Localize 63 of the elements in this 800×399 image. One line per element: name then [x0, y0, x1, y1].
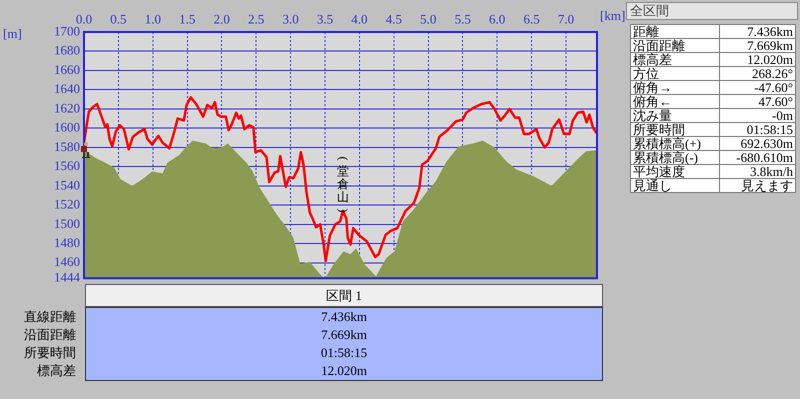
text: 方位	[630, 66, 720, 81]
y-tick-label: 1600	[54, 120, 80, 135]
text: 01:58:15	[320, 344, 368, 362]
text: -47.60°	[720, 80, 796, 95]
text: 全区間	[626, 2, 798, 20]
y-tick-label: 1680	[54, 42, 80, 58]
x-tick-label: 6.0	[489, 12, 506, 27]
y-tick-label: 1500	[54, 216, 80, 231]
x-tick-label: 3.0	[282, 12, 299, 27]
x-tick-label: 3.5	[316, 12, 334, 27]
text: -680.610m	[720, 150, 796, 165]
text: 標高差	[37, 362, 76, 380]
text: 標高差	[630, 52, 720, 67]
text: 俯角→	[630, 80, 720, 95]
y-tick-label: 1540	[54, 177, 80, 192]
text: 7.669km	[320, 326, 368, 344]
text: 7.436km	[320, 308, 368, 326]
text: 12.020m	[720, 52, 796, 67]
text: 7.436km	[720, 24, 796, 39]
text: 所要時間	[24, 344, 76, 362]
y-tick-label: 1444	[54, 270, 80, 285]
x-tick-label: 0.5	[110, 12, 127, 27]
text: 累積標高(+)	[630, 136, 720, 151]
text: -0m	[720, 108, 796, 123]
y-tick-label: 1460	[54, 254, 80, 270]
y-tick-label: 1660	[54, 62, 80, 77]
x-tick-label: 1.5	[179, 12, 196, 27]
text: 距離	[630, 24, 720, 39]
x-tick-label: 6.5	[523, 12, 540, 27]
text: 沿面距離	[630, 38, 720, 53]
text: 47.60°	[720, 94, 796, 109]
x-tick-label: 4.0	[351, 12, 368, 27]
text: 7.669km	[720, 38, 796, 53]
text: 692.630m	[720, 136, 796, 151]
x-tick-label: 7.0	[558, 12, 574, 27]
text: 268.26°	[720, 66, 796, 81]
text: 区間 1	[85, 284, 603, 307]
text: 俯角←	[630, 94, 720, 109]
x-tick-label: 1.0	[144, 12, 161, 27]
text: 直線距離	[24, 308, 76, 326]
x-tick-label: 4.5	[386, 12, 402, 27]
y-tick-label: 1620	[54, 100, 80, 116]
text: 沈み量	[630, 108, 720, 123]
y-tick-label: 1560	[54, 158, 80, 174]
x-tick-label: 5.0	[420, 12, 436, 27]
y-tick-label: 1580	[54, 138, 80, 154]
y-axis-title: [m]	[3, 26, 22, 42]
y-tick-label: 1480	[54, 235, 80, 250]
text: 3.8km/h	[720, 164, 796, 179]
text: 見通し	[630, 178, 720, 193]
x-tick-label: 5.5	[454, 12, 471, 27]
x-axis-title: [km]	[600, 8, 626, 24]
x-tick-label: 2.5	[248, 12, 264, 27]
text: 12.020m	[320, 362, 368, 380]
y-tick-label: 1520	[54, 196, 80, 212]
y-tick-label: 1640	[54, 81, 80, 96]
text: 所要時間	[630, 122, 720, 137]
text: 01:58:15	[720, 122, 796, 137]
text: 平均速度	[630, 164, 720, 179]
x-tick-label: 2.0	[214, 12, 230, 27]
text: 見えます	[720, 178, 796, 193]
text: 沿面距離	[24, 326, 76, 344]
text: 累積標高(-)	[630, 150, 720, 165]
